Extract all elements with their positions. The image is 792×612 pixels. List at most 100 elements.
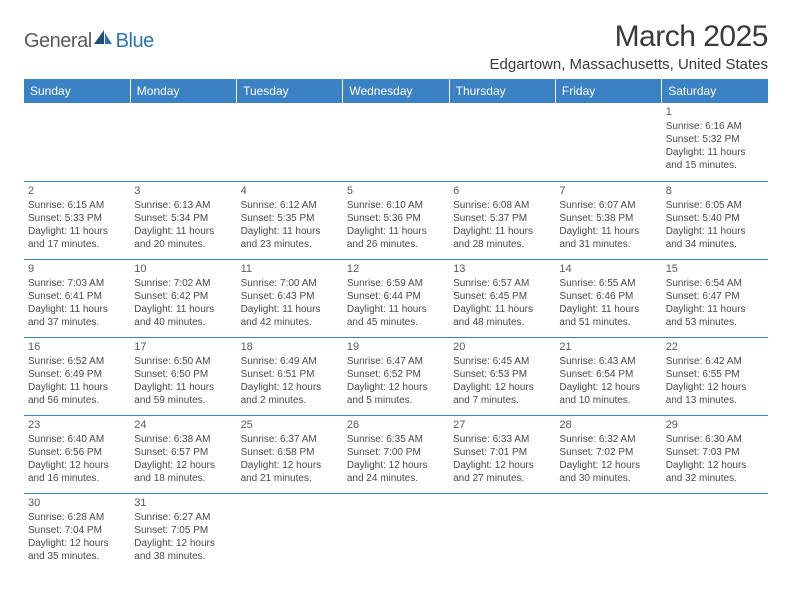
day2-text: and 34 minutes. <box>666 238 764 251</box>
day1-text: Daylight: 11 hours <box>241 303 339 316</box>
sunrise-text: Sunrise: 6:08 AM <box>453 199 551 212</box>
day2-text: and 20 minutes. <box>134 238 232 251</box>
sunrise-text: Sunrise: 6:32 AM <box>559 433 657 446</box>
day1-text: Daylight: 11 hours <box>347 225 445 238</box>
sunset-text: Sunset: 5:37 PM <box>453 212 551 225</box>
weekday-header: Friday <box>555 79 661 103</box>
day2-text: and 5 minutes. <box>347 394 445 407</box>
day2-text: and 42 minutes. <box>241 316 339 329</box>
day2-text: and 51 minutes. <box>559 316 657 329</box>
day-number: 2 <box>28 184 126 198</box>
day1-text: Daylight: 11 hours <box>666 146 764 159</box>
day1-text: Daylight: 11 hours <box>134 225 232 238</box>
sunrise-text: Sunrise: 6:07 AM <box>559 199 657 212</box>
sunrise-text: Sunrise: 6:28 AM <box>28 511 126 524</box>
calendar-cell <box>343 493 449 571</box>
day-number: 11 <box>241 262 339 276</box>
day1-text: Daylight: 12 hours <box>347 381 445 394</box>
day-number: 25 <box>241 418 339 432</box>
day1-text: Daylight: 11 hours <box>666 225 764 238</box>
sunrise-text: Sunrise: 7:00 AM <box>241 277 339 290</box>
sunset-text: Sunset: 7:03 PM <box>666 446 764 459</box>
calendar-cell: 2Sunrise: 6:15 AMSunset: 5:33 PMDaylight… <box>24 181 130 259</box>
sunrise-text: Sunrise: 6:05 AM <box>666 199 764 212</box>
weekday-header: Tuesday <box>237 79 343 103</box>
sunset-text: Sunset: 5:32 PM <box>666 133 764 146</box>
calendar-cell: 29Sunrise: 6:30 AMSunset: 7:03 PMDayligh… <box>662 415 768 493</box>
day-number: 4 <box>241 184 339 198</box>
logo-text-blue: Blue <box>116 30 154 53</box>
day2-text: and 30 minutes. <box>559 472 657 485</box>
calendar-cell <box>343 103 449 181</box>
calendar-cell: 23Sunrise: 6:40 AMSunset: 6:56 PMDayligh… <box>24 415 130 493</box>
sunset-text: Sunset: 6:54 PM <box>559 368 657 381</box>
sunset-text: Sunset: 6:47 PM <box>666 290 764 303</box>
calendar-cell: 14Sunrise: 6:55 AMSunset: 6:46 PMDayligh… <box>555 259 661 337</box>
day-number: 30 <box>28 496 126 510</box>
calendar-cell: 11Sunrise: 7:00 AMSunset: 6:43 PMDayligh… <box>237 259 343 337</box>
sunrise-text: Sunrise: 6:37 AM <box>241 433 339 446</box>
calendar-row: 1Sunrise: 6:16 AMSunset: 5:32 PMDaylight… <box>24 103 768 181</box>
calendar-cell: 9Sunrise: 7:03 AMSunset: 6:41 PMDaylight… <box>24 259 130 337</box>
day1-text: Daylight: 11 hours <box>28 225 126 238</box>
sunset-text: Sunset: 6:50 PM <box>134 368 232 381</box>
day2-text: and 24 minutes. <box>347 472 445 485</box>
day1-text: Daylight: 11 hours <box>28 381 126 394</box>
calendar-cell: 28Sunrise: 6:32 AMSunset: 7:02 PMDayligh… <box>555 415 661 493</box>
calendar-row: 2Sunrise: 6:15 AMSunset: 5:33 PMDaylight… <box>24 181 768 259</box>
sunrise-text: Sunrise: 6:57 AM <box>453 277 551 290</box>
calendar-cell: 1Sunrise: 6:16 AMSunset: 5:32 PMDaylight… <box>662 103 768 181</box>
calendar-cell <box>555 493 661 571</box>
day1-text: Daylight: 11 hours <box>134 381 232 394</box>
sunrise-text: Sunrise: 6:33 AM <box>453 433 551 446</box>
day1-text: Daylight: 11 hours <box>241 225 339 238</box>
day1-text: Daylight: 11 hours <box>134 303 232 316</box>
sunrise-text: Sunrise: 6:43 AM <box>559 355 657 368</box>
sunset-text: Sunset: 6:53 PM <box>453 368 551 381</box>
day2-text: and 7 minutes. <box>453 394 551 407</box>
calendar-cell: 24Sunrise: 6:38 AMSunset: 6:57 PMDayligh… <box>130 415 236 493</box>
day-number: 21 <box>559 340 657 354</box>
sunset-text: Sunset: 5:36 PM <box>347 212 445 225</box>
sunrise-text: Sunrise: 6:47 AM <box>347 355 445 368</box>
sunrise-text: Sunrise: 6:45 AM <box>453 355 551 368</box>
sunset-text: Sunset: 6:51 PM <box>241 368 339 381</box>
day1-text: Daylight: 12 hours <box>241 381 339 394</box>
sunrise-text: Sunrise: 7:02 AM <box>134 277 232 290</box>
sunrise-text: Sunrise: 6:55 AM <box>559 277 657 290</box>
day2-text: and 59 minutes. <box>134 394 232 407</box>
day2-text: and 31 minutes. <box>559 238 657 251</box>
sunrise-text: Sunrise: 6:49 AM <box>241 355 339 368</box>
weekday-header: Thursday <box>449 79 555 103</box>
day1-text: Daylight: 12 hours <box>134 459 232 472</box>
calendar-cell: 8Sunrise: 6:05 AMSunset: 5:40 PMDaylight… <box>662 181 768 259</box>
day-number: 15 <box>666 262 764 276</box>
sunrise-text: Sunrise: 6:52 AM <box>28 355 126 368</box>
day-number: 20 <box>453 340 551 354</box>
day1-text: Daylight: 12 hours <box>559 459 657 472</box>
sunrise-text: Sunrise: 6:59 AM <box>347 277 445 290</box>
calendar-cell: 10Sunrise: 7:02 AMSunset: 6:42 PMDayligh… <box>130 259 236 337</box>
day-number: 12 <box>347 262 445 276</box>
sunset-text: Sunset: 6:57 PM <box>134 446 232 459</box>
day-number: 9 <box>28 262 126 276</box>
day2-text: and 28 minutes. <box>453 238 551 251</box>
calendar-cell: 4Sunrise: 6:12 AMSunset: 5:35 PMDaylight… <box>237 181 343 259</box>
day1-text: Daylight: 11 hours <box>347 303 445 316</box>
logo-text-general: General <box>24 30 92 53</box>
calendar-cell <box>24 103 130 181</box>
calendar-row: 9Sunrise: 7:03 AMSunset: 6:41 PMDaylight… <box>24 259 768 337</box>
day1-text: Daylight: 12 hours <box>347 459 445 472</box>
day1-text: Daylight: 12 hours <box>666 381 764 394</box>
day1-text: Daylight: 12 hours <box>666 459 764 472</box>
calendar-cell: 19Sunrise: 6:47 AMSunset: 6:52 PMDayligh… <box>343 337 449 415</box>
calendar-table: Sunday Monday Tuesday Wednesday Thursday… <box>24 79 768 571</box>
day-number: 1 <box>666 105 764 119</box>
sunset-text: Sunset: 6:41 PM <box>28 290 126 303</box>
sunrise-text: Sunrise: 6:35 AM <box>347 433 445 446</box>
sunset-text: Sunset: 6:43 PM <box>241 290 339 303</box>
day1-text: Daylight: 11 hours <box>453 225 551 238</box>
calendar-cell <box>449 103 555 181</box>
calendar-cell: 26Sunrise: 6:35 AMSunset: 7:00 PMDayligh… <box>343 415 449 493</box>
day2-text: and 27 minutes. <box>453 472 551 485</box>
